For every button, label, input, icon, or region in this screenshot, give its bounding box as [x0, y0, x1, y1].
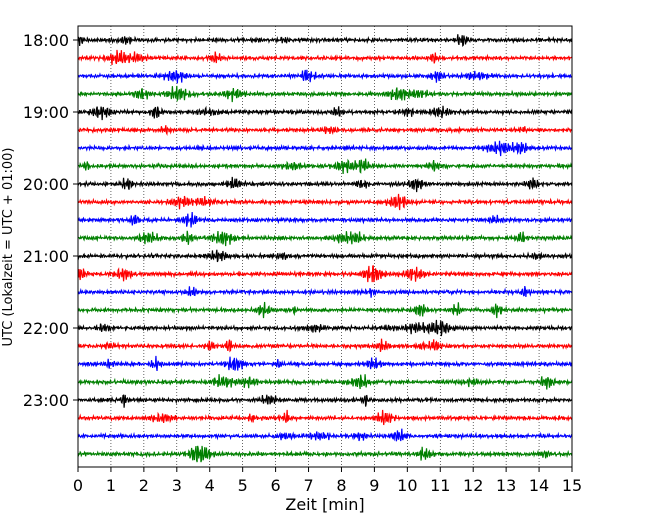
trace-row [77, 105, 573, 121]
x-axis-ticks: 0 1 2 3 4 5 6 7 8 9 10 11 12 13 14 15 [73, 467, 582, 495]
x-tick-label: 6 [271, 476, 281, 495]
x-tick-label: 11 [430, 476, 450, 495]
x-tick-label: 14 [529, 476, 549, 495]
trace-row [77, 193, 573, 211]
y-tick-label: 18:00 [23, 31, 69, 50]
trace-row [77, 249, 573, 263]
trace-row [77, 445, 573, 463]
trace-row [77, 285, 573, 298]
x-axis-label: Zeit [min] [285, 495, 364, 514]
y-tick-label: 23:00 [23, 391, 69, 410]
trace-row [77, 265, 573, 283]
y-axis-ticks: 18:00 19:00 20:00 21:00 22:00 23:00 [23, 31, 78, 410]
trace-row [77, 230, 573, 247]
trace-row [77, 428, 573, 442]
x-tick-label: 1 [106, 476, 116, 495]
x-tick-label: 5 [238, 476, 248, 495]
trace-row [77, 394, 573, 408]
plot-background [78, 26, 572, 467]
x-tick-label: 13 [496, 476, 516, 495]
traces [77, 34, 573, 463]
trace-row [77, 409, 573, 426]
x-tick-label: 10 [397, 476, 417, 495]
x-tick-label: 7 [303, 476, 313, 495]
x-tick-label: 3 [172, 476, 182, 495]
trace-row [77, 125, 573, 137]
trace-row [77, 85, 573, 103]
x-tick-label: 4 [205, 476, 215, 495]
x-tick-label: 2 [139, 476, 149, 495]
trace-row [77, 140, 573, 157]
y-tick-label: 22:00 [23, 319, 69, 338]
y-tick-label: 19:00 [23, 103, 69, 122]
trace-row [77, 319, 573, 337]
x-tick-label: 0 [73, 476, 83, 495]
trace-row [77, 374, 573, 390]
plot-frame [77, 25, 573, 468]
trace-row [77, 211, 573, 228]
trace-row [77, 34, 573, 48]
y-tick-label: 20:00 [23, 175, 69, 194]
x-tick-label: 9 [369, 476, 379, 495]
y-tick-label: 21:00 [23, 247, 69, 266]
trace-row [77, 49, 573, 66]
trace-row [77, 158, 573, 175]
trace-row [77, 338, 573, 353]
x-tick-label: 8 [336, 476, 346, 495]
trace-row [77, 301, 573, 319]
trace-row [77, 69, 573, 84]
trace-row [77, 176, 573, 193]
trace-row [77, 355, 573, 371]
y-axis-label: UTC (Lokalzeit = UTC + 01:00) [1, 148, 16, 347]
x-tick-label: 15 [562, 476, 582, 495]
x-tick-label: 12 [463, 476, 483, 495]
